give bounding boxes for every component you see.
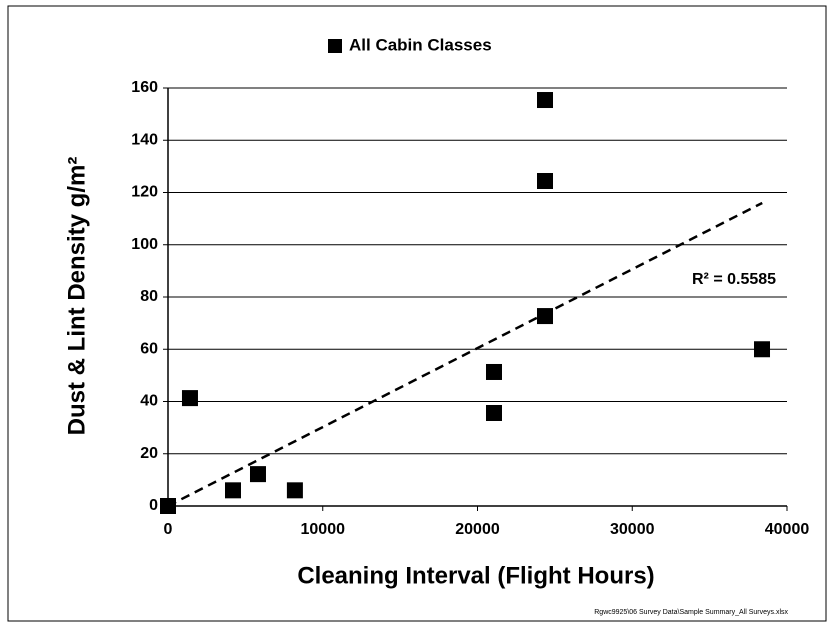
x-tick-label: 40000 bbox=[765, 521, 810, 538]
y-tick-label: 80 bbox=[140, 288, 158, 305]
marker bbox=[485, 363, 502, 380]
y-axis-label: Dust & Lint Density g/m² bbox=[63, 157, 90, 436]
marker bbox=[537, 173, 554, 190]
x-tick-label: 0 bbox=[164, 521, 173, 538]
y-tick-label: 20 bbox=[140, 445, 158, 462]
annotation: R² = 0.5585 bbox=[692, 271, 776, 288]
marker bbox=[249, 466, 266, 483]
marker bbox=[286, 482, 303, 499]
x-tick-label: 30000 bbox=[610, 521, 655, 538]
y-tick-label: 60 bbox=[140, 340, 158, 357]
y-tick-label: 0 bbox=[149, 497, 158, 514]
y-tick-label: 40 bbox=[140, 393, 158, 410]
y-tick-label: 140 bbox=[131, 131, 158, 148]
legend-swatch bbox=[328, 39, 342, 53]
x-tick-label: 20000 bbox=[455, 521, 500, 538]
marker bbox=[485, 404, 502, 421]
marker bbox=[160, 498, 176, 514]
marker bbox=[537, 308, 554, 325]
marker bbox=[181, 390, 198, 407]
marker bbox=[754, 341, 771, 358]
x-axis-label: Cleaning Interval (Flight Hours) bbox=[297, 562, 654, 589]
legend-label: All Cabin Classes bbox=[349, 35, 492, 54]
y-tick-label: 160 bbox=[131, 79, 158, 96]
trendline bbox=[167, 201, 763, 508]
y-tick-label: 120 bbox=[131, 184, 158, 201]
footnote: Rgwc9925\06 Survey Data\Sample Summary_A… bbox=[594, 609, 788, 616]
x-tick-label: 10000 bbox=[301, 521, 346, 538]
marker bbox=[224, 482, 241, 499]
y-tick-label: 100 bbox=[131, 236, 158, 253]
marker bbox=[537, 92, 554, 109]
chart-frame bbox=[7, 5, 827, 622]
